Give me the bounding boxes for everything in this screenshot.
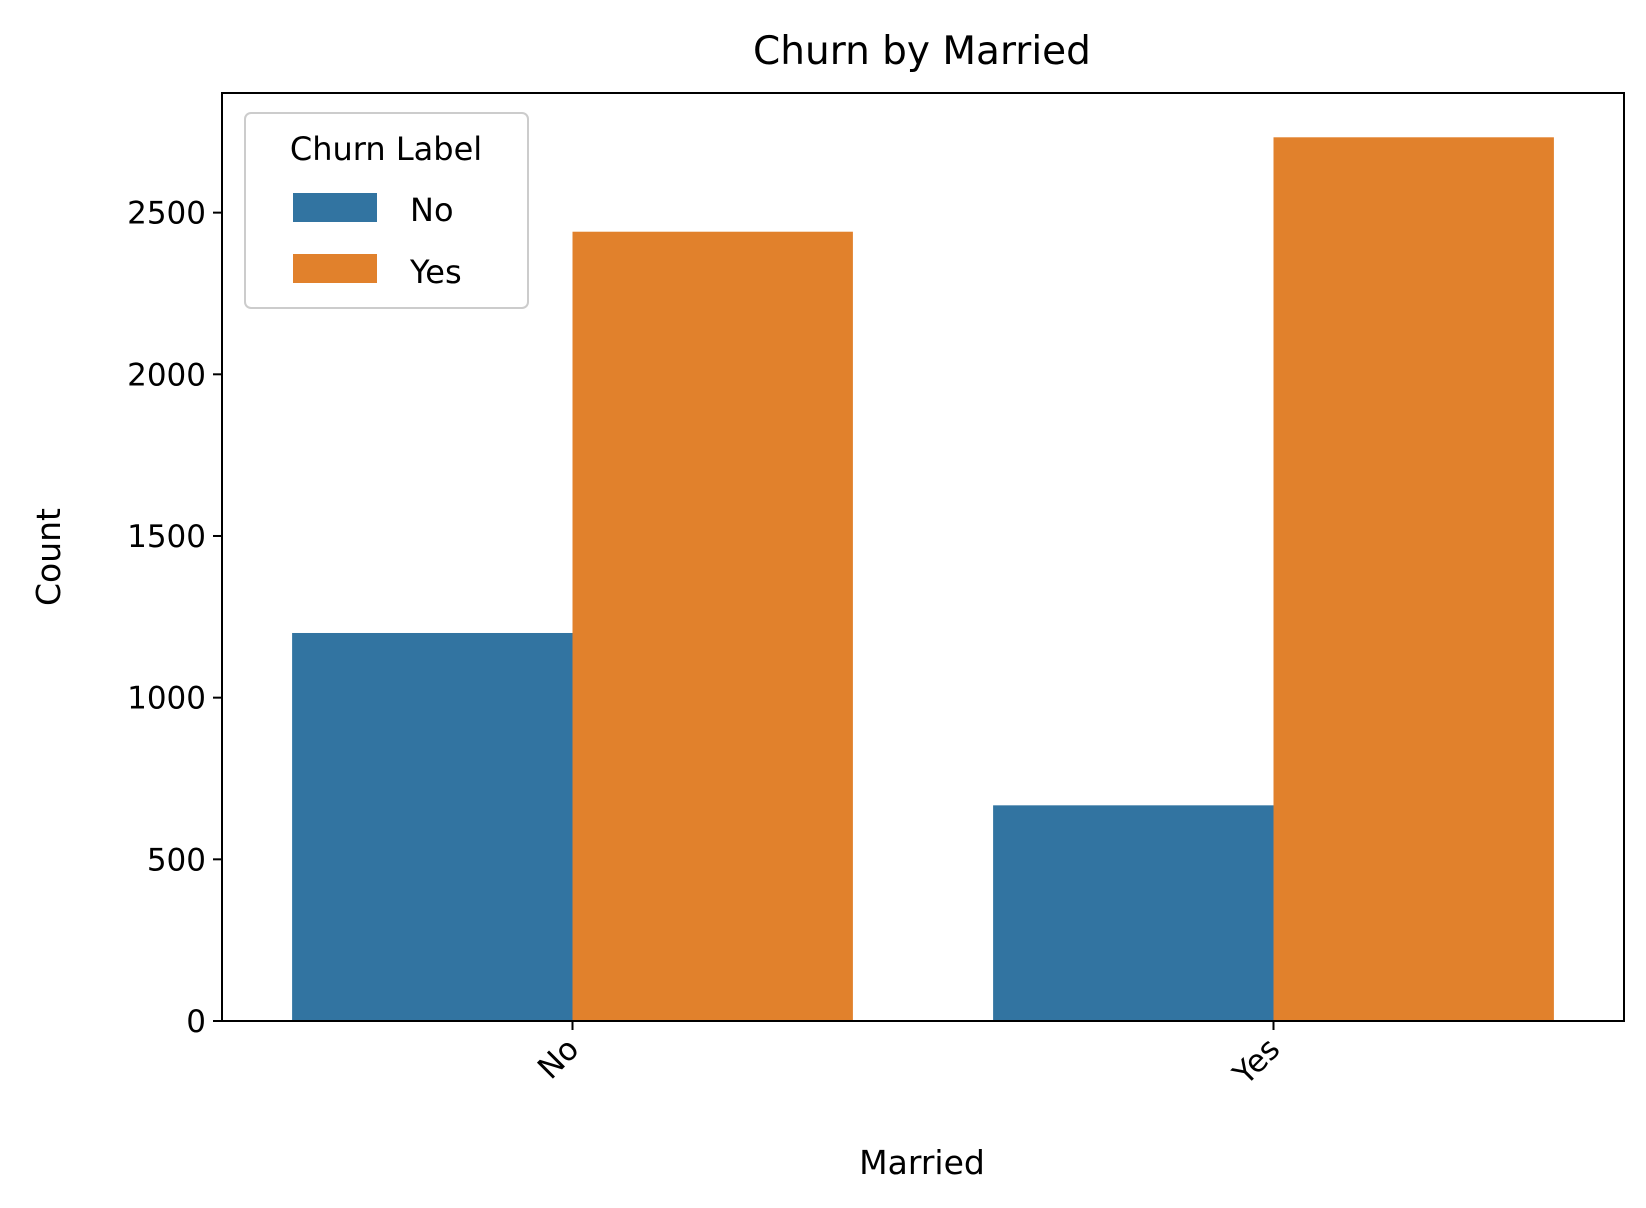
legend-label-no: No [410, 191, 454, 229]
y-axis: 0 500 1000 1500 2000 2500 [127, 196, 222, 1040]
y-tick-label: 1500 [127, 519, 206, 555]
bars-group [292, 137, 1554, 1022]
x-axis-title: Married [859, 1143, 985, 1182]
legend-swatch-yes [293, 254, 377, 283]
y-tick-label: 1000 [127, 681, 206, 717]
plot-frame [221, 92, 1625, 1022]
y-tick-label: 2000 [127, 357, 206, 393]
legend: Churn Label No Yes [244, 112, 529, 309]
chart-title: Churn by Married [753, 29, 1091, 74]
y-axis-title: Count [29, 508, 68, 606]
legend-title: Churn Label [290, 130, 482, 168]
bar-yes-no [993, 805, 1274, 1021]
legend-swatch-no [293, 193, 377, 222]
legend-label-yes: Yes [409, 253, 462, 291]
bar-yes-yes [1273, 137, 1554, 1021]
y-tick-label: 500 [147, 842, 206, 878]
bar-no-no [292, 632, 573, 1021]
y-tick-label: 2500 [127, 196, 206, 232]
y-tick-label: 0 [186, 1004, 206, 1040]
bar-no-yes [572, 231, 853, 1022]
